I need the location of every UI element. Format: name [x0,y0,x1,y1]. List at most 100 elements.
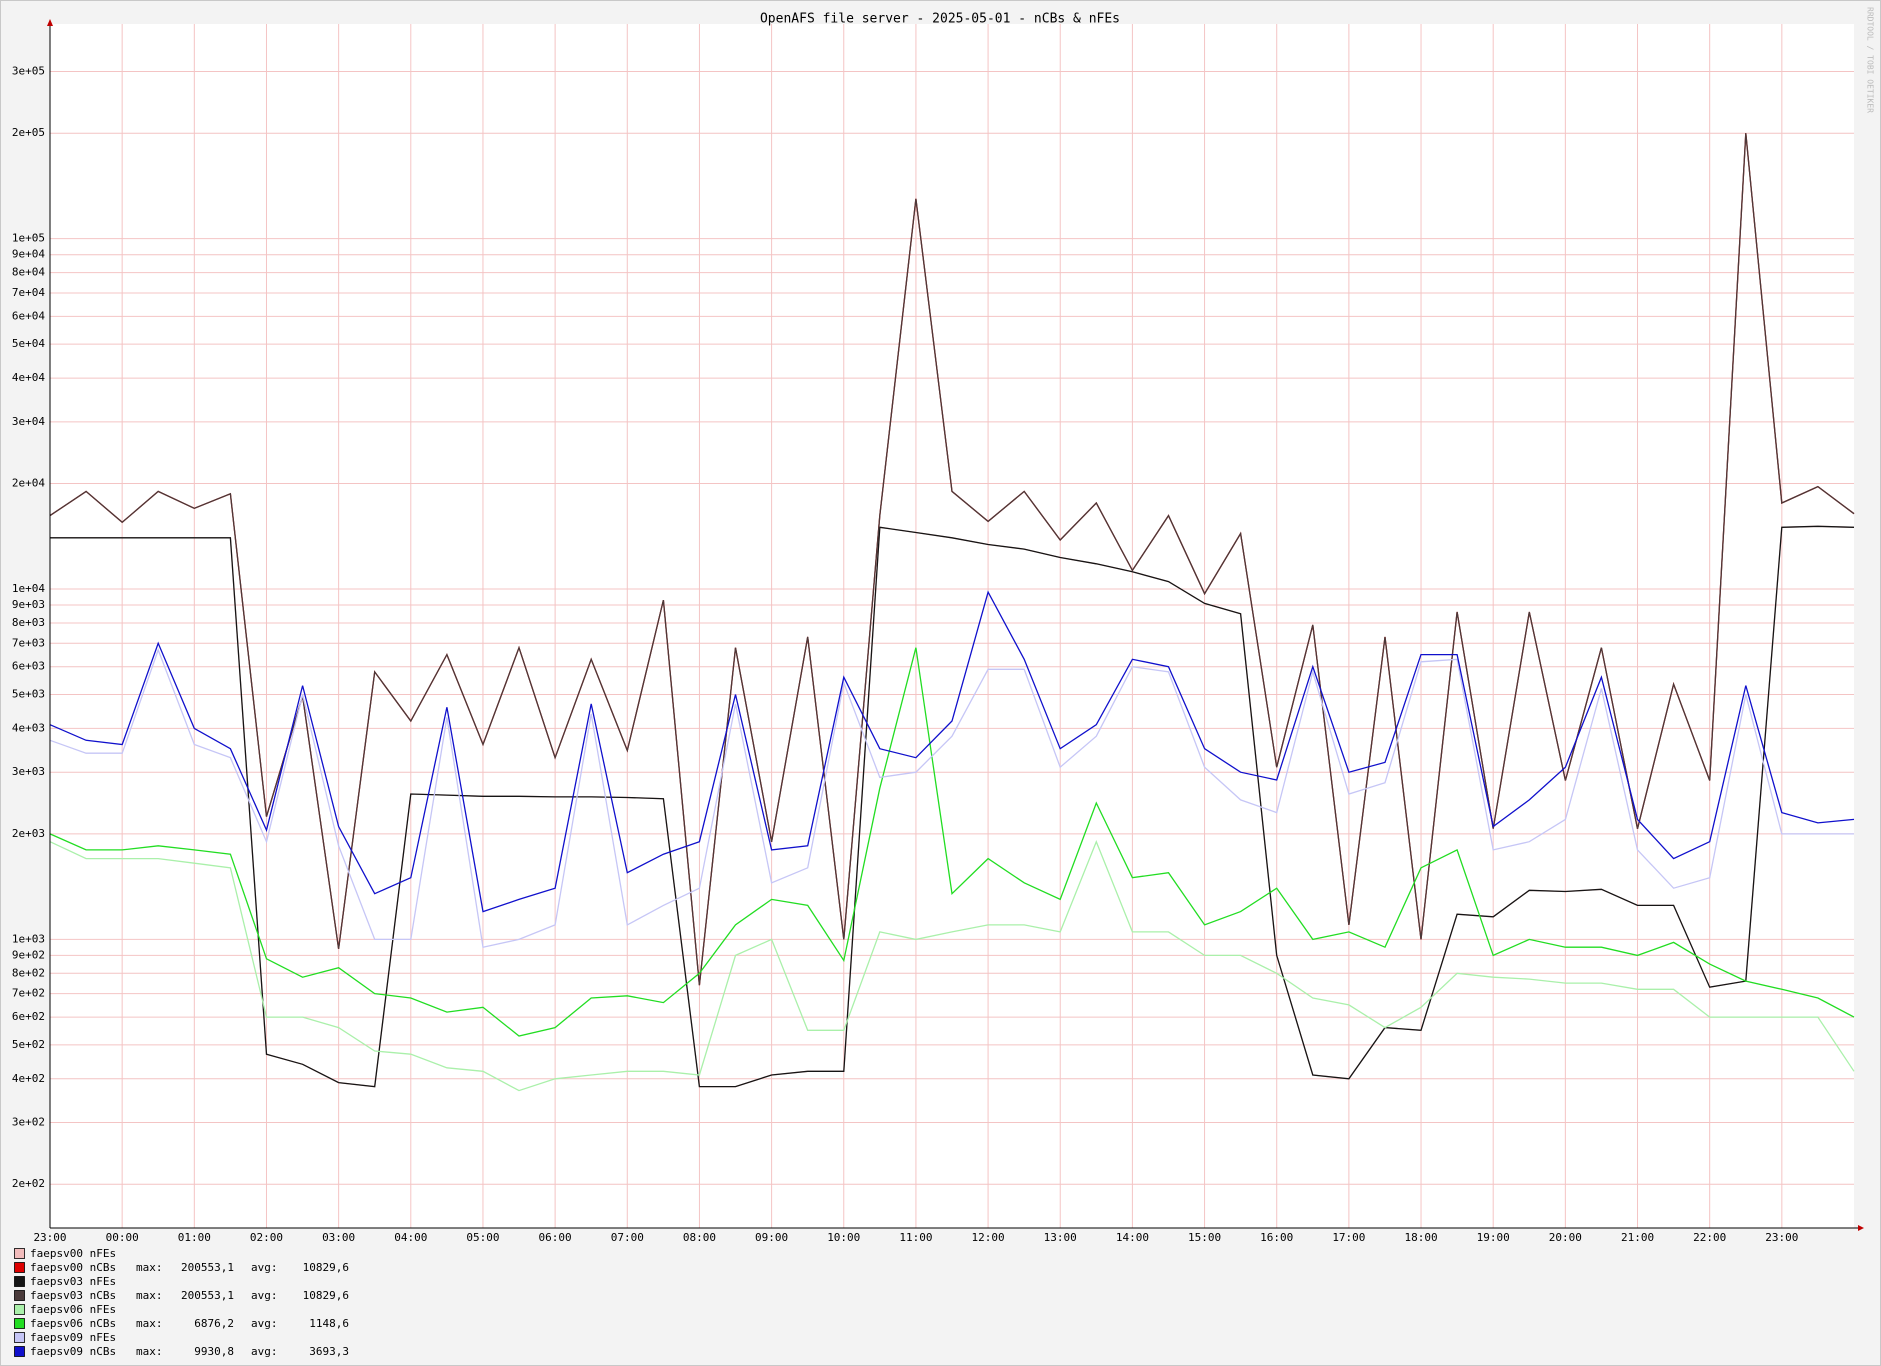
y-tick-label: 4e+03 [12,721,45,734]
legend-avg-value: 3693,3 [309,1345,349,1358]
series-line [49,839,1855,1092]
legend-label: faepsv09 nFEs [30,1331,116,1344]
x-tick-label: 07:00 [611,1231,644,1244]
legend-avg-label: avg: [251,1289,278,1302]
x-tick-label: 09:00 [755,1231,788,1244]
watermark: RRDTOOL / TOBI OETIKER [1866,7,1875,113]
legend-swatch [14,1276,25,1287]
series-line [49,647,1855,1037]
series-line [50,525,1855,1088]
y-tick-label: 8e+04 [12,266,45,279]
y-tick-label: 1e+04 [12,582,45,595]
x-tick-label: 17:00 [1332,1231,1365,1244]
legend-swatch [14,1318,25,1329]
x-tick-label: 23:00 [33,1231,66,1244]
grid [49,24,1854,1228]
y-tick-label: 7e+03 [12,636,45,649]
y-tick-label: 5e+03 [12,687,45,700]
legend-max-value: 9930,8 [194,1345,234,1358]
legend-avg-value: 1148,6 [309,1317,349,1330]
x-tick-label: 12:00 [972,1231,1005,1244]
y-tick-label: 2e+02 [12,1177,45,1190]
y-tick-label: 5e+04 [12,337,45,350]
y-tick-label: 9e+03 [12,598,45,611]
legend-max-value: 200553,1 [181,1289,234,1302]
legend-swatch [14,1248,25,1259]
y-tick-label: 3e+02 [12,1116,45,1129]
x-tick-label: 23:00 [1765,1231,1798,1244]
x-tick-label: 18:00 [1404,1231,1437,1244]
legend-max-label: max: [136,1289,163,1302]
legend-swatch [14,1262,25,1273]
x-tick-label: 05:00 [466,1231,499,1244]
y-tick-label: 2e+03 [12,827,45,840]
y-axis-arrow [47,19,53,26]
legend-max-value: 200553,1 [181,1261,234,1274]
x-tick-label: 02:00 [250,1231,283,1244]
y-tick-label: 7e+02 [12,987,45,1000]
x-tick-label: 00:00 [106,1231,139,1244]
legend-avg-value: 10829,6 [303,1261,349,1274]
y-tick-label: 7e+04 [12,286,45,299]
x-tick-label: 10:00 [827,1231,860,1244]
plot-area [50,24,1854,1228]
x-tick-label: 16:00 [1260,1231,1293,1244]
y-tick-label: 1e+03 [12,932,45,945]
legend-swatch [14,1290,25,1301]
y-tick-label: 5e+02 [12,1038,45,1051]
y-tick-label: 3e+03 [12,765,45,778]
x-tick-label: 08:00 [683,1231,716,1244]
x-tick-label: 22:00 [1693,1231,1726,1244]
legend-avg-label: avg: [251,1261,278,1274]
legend-avg-label: avg: [251,1317,278,1330]
y-tick-label: 4e+04 [12,371,45,384]
legend-label: faepsv00 nCBs [30,1261,116,1274]
legend-swatch [14,1346,25,1357]
y-tick-label: 9e+02 [12,948,45,961]
y-tick-label: 8e+02 [12,966,45,979]
x-tick-label: 19:00 [1477,1231,1510,1244]
legend-max-label: max: [136,1345,163,1358]
legend-max-label: max: [136,1261,163,1274]
x-tick-label: 21:00 [1621,1231,1654,1244]
legend-label: faepsv06 nCBs [30,1317,116,1330]
y-tick-label: 3e+05 [12,65,45,78]
legend-swatch [14,1332,25,1343]
legend-avg-label: avg: [251,1345,278,1358]
x-tick-label: 20:00 [1549,1231,1582,1244]
legend-label: faepsv00 nFEs [30,1247,116,1260]
legend-label: faepsv09 nCBs [30,1345,116,1358]
x-tick-label: 13:00 [1044,1231,1077,1244]
y-tick-label: 4e+02 [12,1072,45,1085]
legend-label: faepsv03 nFEs [30,1275,116,1288]
y-tick-label: 6e+02 [12,1010,45,1023]
x-tick-label: 04:00 [394,1231,427,1244]
chart-title: OpenAFS file server - 2025-05-01 - nCBs … [760,12,1120,27]
legend-max-value: 6876,2 [194,1317,234,1330]
x-axis-arrow [1858,1225,1864,1231]
series-line [49,648,1854,948]
y-tick-label: 3e+04 [12,415,45,428]
y-tick-label: 2e+04 [12,477,45,490]
legend-label: faepsv06 nFEs [30,1303,116,1316]
x-tick-label: 01:00 [178,1231,211,1244]
y-tick-label: 8e+03 [12,616,45,629]
x-tick-label: 15:00 [1188,1231,1221,1244]
legend-max-label: max: [136,1317,163,1330]
legend-label: faepsv03 nCBs [30,1289,116,1302]
x-tick-label: 03:00 [322,1231,355,1244]
series-line [49,133,1855,986]
y-tick-label: 9e+04 [12,248,45,261]
legend-swatch [14,1304,25,1315]
y-tick-label: 2e+05 [12,126,45,139]
x-tick-label: 06:00 [539,1231,572,1244]
y-tick-label: 6e+04 [12,309,45,322]
y-tick-label: 6e+03 [12,660,45,673]
y-tick-label: 1e+05 [12,232,45,245]
lines [49,133,1855,1092]
legend-avg-value: 10829,6 [303,1289,349,1302]
x-tick-label: 14:00 [1116,1231,1149,1244]
